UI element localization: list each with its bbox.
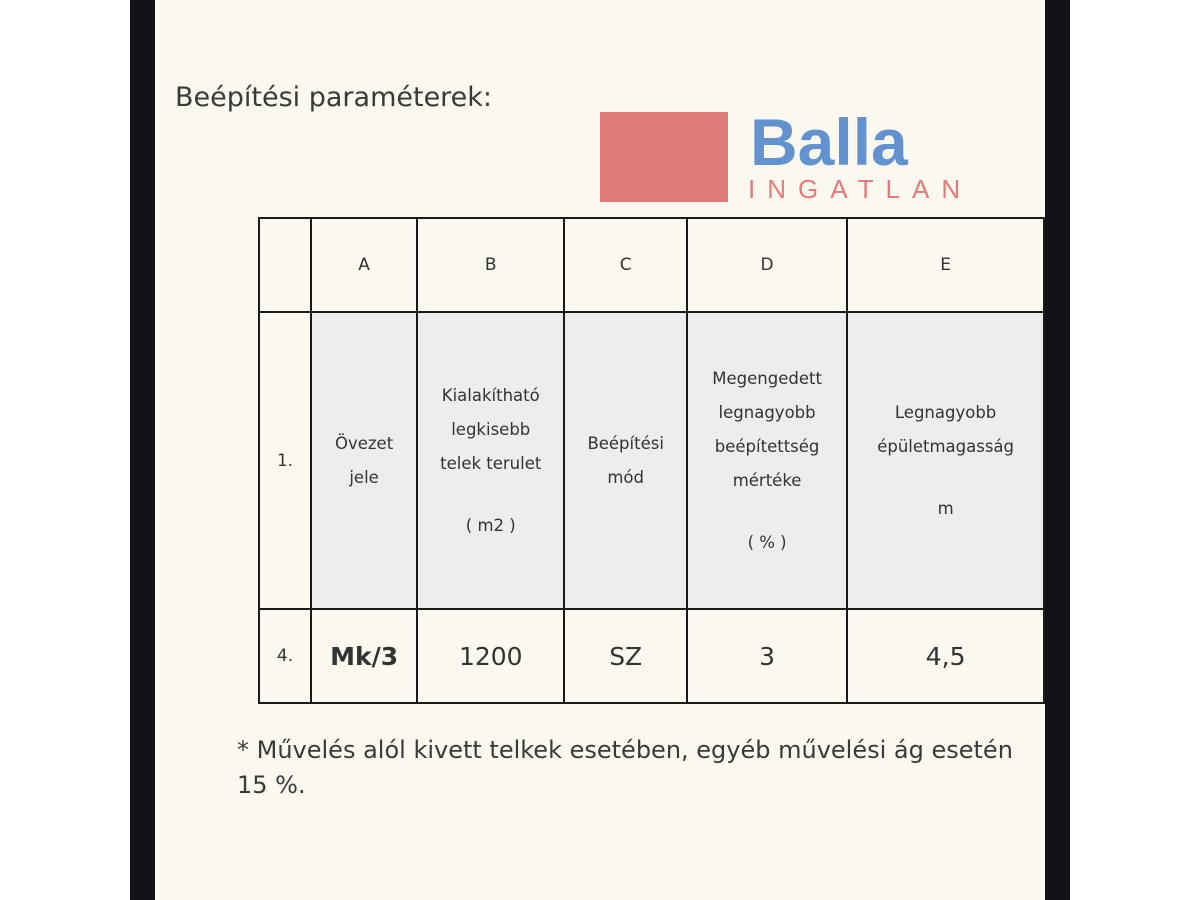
header-row: 1. Övezet jele Kialakítható legkisebb telek … [257,311,1045,610]
header-line: Legnagyobb [894,402,997,422]
header-cell: Övezet jele [310,311,419,610]
column-header [257,217,313,313]
right-frame-border [1045,0,1070,900]
header-line: Övezet [334,433,394,453]
header-cell: Legnagyobb épületmagasság m [846,311,1045,610]
left-frame-border [130,0,155,900]
parameters-table: A B C D E 1. Övezet jele Kialakítható legki… [257,217,1045,704]
row-number: 4. [257,608,313,704]
header-line: telek terulet [440,453,542,473]
column-header: D [685,217,849,313]
document-page: Beépítési paraméterek: A B C D E 1. Övez… [155,0,1045,900]
page-title: Beépítési paraméterek: [175,82,493,113]
header-line: Megengedett [712,368,822,388]
column-header: C [563,217,688,313]
column-header: E [846,217,1045,313]
header-line: Kialakítható [441,385,540,405]
cell-max-coverage: 3 [685,608,849,704]
table-row: 4. Mk/3 1200 SZ 3 4,5 [257,608,1045,704]
header-line: legnagyobb [718,402,816,422]
header-cell: Kialakítható legkisebb telek terulet ( m2 ) [416,311,566,610]
header-unit: ( % ) [747,532,787,552]
header-line: legkisebb [451,419,531,439]
cell-building-mode: SZ [563,608,688,704]
row-number: 1. [257,311,313,610]
column-header: B [416,217,566,313]
cell-zone: Mk/3 [310,608,419,704]
header-cell: Megengedett legnagyobb beépítettség mértéke… [685,311,849,610]
column-header: A [310,217,419,313]
footnote: * Művelés alól kivett telkek esetében, e… [237,736,1013,799]
cell-min-area: 1200 [416,608,566,704]
column-letter-row: A B C D E [257,217,1045,313]
header-line: Beépítési [587,433,664,453]
header-line: épületmagasság [877,436,1015,456]
header-line: mód [607,467,645,487]
header-line: beépítettség [714,436,820,456]
header-unit: m [937,498,954,518]
cell-max-height: 4,5 [846,608,1045,704]
header-line: mértéke [732,470,802,490]
header-cell: Beépítési mód [563,311,688,610]
header-line: jele [349,467,379,487]
header-unit: ( m2 ) [465,515,516,535]
